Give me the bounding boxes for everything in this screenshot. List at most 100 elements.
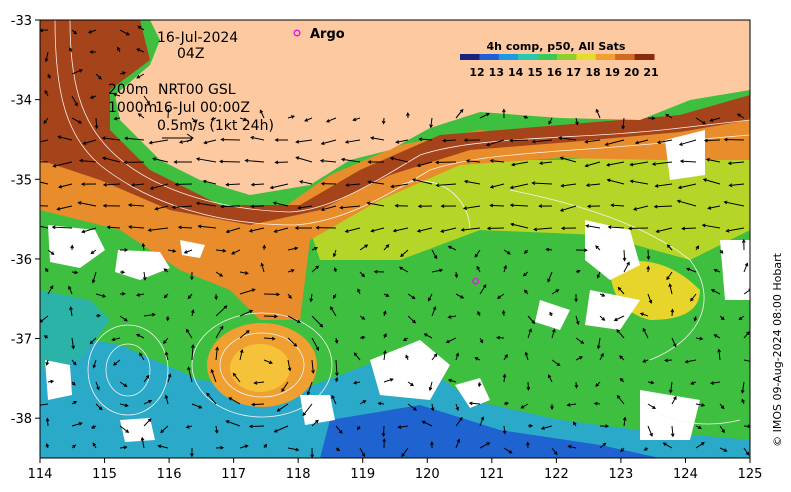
current-vector bbox=[163, 337, 169, 344]
current-vector bbox=[695, 117, 706, 125]
current-vector-head bbox=[525, 441, 530, 446]
current-vector-head bbox=[130, 183, 135, 187]
current-vector-head bbox=[574, 298, 578, 303]
current-vector bbox=[623, 249, 626, 261]
argo-legend-label: Argo bbox=[310, 27, 345, 42]
current-vector-head bbox=[190, 276, 194, 281]
current-vector bbox=[143, 375, 150, 383]
current-vector-head bbox=[210, 368, 215, 373]
current-vector-head bbox=[617, 286, 622, 291]
current-vector-head bbox=[171, 205, 176, 210]
current-vector-head bbox=[502, 430, 507, 435]
current-vector-head bbox=[125, 429, 130, 433]
current-vector-head bbox=[383, 333, 387, 338]
current-vector-head bbox=[428, 387, 433, 392]
current-vector-head bbox=[210, 116, 215, 121]
current-vector-head bbox=[719, 250, 724, 254]
current-vector-head bbox=[112, 362, 117, 366]
current-vector-head bbox=[320, 141, 325, 146]
current-vector-head bbox=[702, 120, 707, 125]
current-vector bbox=[510, 223, 529, 229]
current-vector bbox=[567, 403, 577, 406]
current-vector bbox=[382, 425, 385, 437]
current-vector bbox=[71, 337, 74, 349]
current-vector bbox=[335, 359, 338, 376]
current-vector-head bbox=[80, 182, 85, 186]
current-vector-head bbox=[585, 183, 590, 188]
current-vector bbox=[633, 205, 649, 211]
current-vector-head bbox=[73, 30, 78, 35]
current-vector-head bbox=[276, 408, 281, 412]
current-vector-head bbox=[294, 226, 299, 230]
current-vector-head bbox=[524, 351, 529, 356]
x-tick-label: 120 bbox=[415, 467, 440, 482]
current-vector-head bbox=[681, 226, 686, 231]
y-tick-label: -34 bbox=[11, 94, 32, 109]
current-vector bbox=[455, 403, 459, 411]
current-vector-head bbox=[684, 359, 689, 364]
current-vector bbox=[215, 326, 224, 339]
current-vector bbox=[152, 157, 169, 163]
current-vector-head bbox=[575, 320, 580, 325]
current-vector bbox=[597, 337, 601, 349]
current-vector-head bbox=[69, 306, 73, 311]
current-vector-head bbox=[124, 403, 129, 408]
current-vector bbox=[429, 381, 433, 391]
current-vector-head bbox=[485, 112, 490, 117]
current-vector-head bbox=[421, 420, 426, 425]
current-vector-head bbox=[382, 438, 387, 443]
current-vector bbox=[345, 227, 361, 233]
current-vector bbox=[575, 315, 579, 325]
current-vector bbox=[245, 159, 265, 163]
current-vector bbox=[71, 117, 82, 124]
current-vector-head bbox=[250, 182, 255, 187]
current-vector bbox=[359, 271, 365, 277]
current-vector-head bbox=[70, 244, 74, 249]
current-vector-head bbox=[509, 203, 514, 208]
current-vector bbox=[679, 139, 697, 146]
current-vector-head bbox=[146, 100, 150, 105]
current-vector-head bbox=[652, 405, 656, 410]
current-vector bbox=[407, 315, 416, 324]
current-vector-head bbox=[496, 335, 501, 340]
current-vector-head bbox=[566, 403, 571, 407]
current-vector-head bbox=[646, 256, 651, 261]
current-vector bbox=[88, 29, 97, 34]
current-vector bbox=[57, 205, 73, 210]
current-vector-head bbox=[145, 374, 150, 379]
current-vector-head bbox=[78, 69, 83, 73]
current-vector bbox=[287, 337, 297, 347]
current-vector-head bbox=[548, 120, 552, 125]
current-vector-head bbox=[412, 319, 417, 324]
current-vector bbox=[560, 205, 577, 212]
current-vector-head bbox=[203, 140, 208, 145]
current-vector-head bbox=[526, 386, 531, 391]
current-vector bbox=[143, 400, 152, 405]
current-vector-head bbox=[509, 185, 514, 190]
current-vector-head bbox=[553, 451, 558, 456]
current-vector bbox=[371, 137, 385, 141]
current-vector bbox=[95, 73, 102, 80]
current-vector-head bbox=[632, 207, 638, 211]
current-vector-head bbox=[642, 327, 647, 332]
current-vector bbox=[424, 333, 433, 339]
current-vector-head bbox=[619, 355, 623, 359]
current-vector bbox=[448, 245, 457, 251]
current-vector bbox=[551, 329, 556, 339]
current-vector-head bbox=[149, 186, 154, 190]
current-vector-head bbox=[575, 121, 579, 126]
current-vector-head bbox=[214, 296, 219, 301]
current-vector-head bbox=[315, 419, 319, 424]
colorbar-swatch bbox=[498, 54, 519, 60]
current-vector bbox=[606, 161, 625, 166]
current-vector-head bbox=[723, 137, 728, 142]
current-vector bbox=[575, 117, 578, 125]
current-vector bbox=[143, 418, 152, 427]
current-vector bbox=[680, 160, 697, 163]
current-vector-head bbox=[121, 270, 126, 275]
current-vector bbox=[119, 425, 129, 433]
current-vector-head bbox=[195, 157, 200, 161]
current-vector bbox=[527, 315, 535, 324]
current-vector-head bbox=[269, 185, 274, 190]
current-vector bbox=[340, 205, 361, 209]
